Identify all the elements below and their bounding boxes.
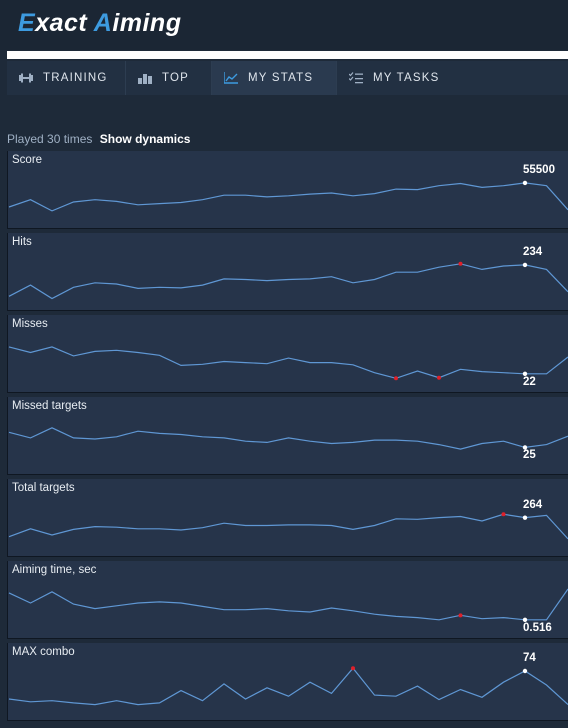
series-line-hits: [8, 263, 568, 300]
highlight-point: [351, 666, 355, 671]
series-line-misses: [8, 346, 568, 379]
chart-hits: [8, 261, 568, 300]
checklist-icon: [349, 72, 363, 84]
chart-panel-hits: Hits 234: [7, 233, 568, 311]
highlight-point: [437, 375, 441, 380]
chart-panel-total-targets: Total targets 264: [7, 479, 568, 557]
current-point: [522, 617, 528, 622]
chart-title-misses: Misses: [12, 318, 48, 330]
app-logo[interactable]: Exact Aiming: [18, 9, 181, 38]
current-value-label: 0.516: [523, 621, 552, 634]
current-value-label: 264: [523, 498, 543, 511]
current-point: [522, 371, 528, 376]
chart-panel-score: Score 55500: [7, 151, 568, 229]
tab-training-label: TRAINING: [43, 72, 108, 84]
highlight-point: [394, 376, 398, 381]
chart-title-missed-targets: Missed targets: [12, 400, 87, 412]
chart-score: [8, 180, 568, 212]
podium-icon: [138, 72, 152, 84]
highlight-point: [458, 613, 463, 618]
header-divider: [7, 51, 568, 59]
tab-my-stats[interactable]: MY STATS: [212, 61, 337, 95]
current-point: [522, 515, 528, 520]
current-point: [522, 668, 528, 674]
current-value-label: 234: [523, 245, 543, 258]
current-value-label: 22: [523, 375, 536, 388]
show-dynamics-link[interactable]: Show dynamics: [99, 132, 191, 146]
tab-training[interactable]: TRAINING: [7, 61, 126, 95]
current-value-label: 25: [523, 449, 536, 462]
chart-total-targets: [8, 512, 568, 540]
tab-my-stats-label: MY STATS: [248, 72, 314, 84]
series-line-aiming-time-sec: [8, 588, 568, 621]
chart-title-max-combo: MAX combo: [12, 646, 75, 658]
current-point: [522, 445, 528, 450]
tab-top-label: TOP: [162, 72, 190, 84]
chart-misses: [8, 346, 568, 381]
chart-title-score: Score: [12, 154, 43, 166]
chart-title-hits: Hits: [12, 236, 32, 248]
current-value-label: 74: [523, 652, 536, 664]
series-line-missed-targets: [8, 427, 568, 450]
series-line-total-targets: [8, 513, 568, 540]
logo-letter-e: E: [18, 9, 36, 37]
chart-panel-missed-targets: Missed targets 25: [7, 397, 568, 475]
app-header: Exact Aiming: [0, 0, 568, 50]
chart-panel-misses: Misses 22: [7, 315, 568, 393]
chart-panel-aiming-time-sec: Aiming time, sec 0.516: [7, 561, 568, 639]
chart-aiming-time-sec: [8, 588, 568, 622]
chart-title-aiming-time-sec: Aiming time, sec: [12, 564, 97, 576]
highlight-point: [458, 261, 463, 266]
series-line-max-combo: [8, 667, 568, 706]
tab-my-tasks-label: MY TASKS: [373, 72, 440, 84]
played-count-text: Played 30 times: [7, 132, 93, 146]
dumbbell-icon: [19, 72, 33, 84]
logo-letter-a: A: [93, 9, 113, 37]
tab-my-tasks[interactable]: MY TASKS: [337, 61, 568, 95]
play-summary: Played 30 times Show dynamics: [7, 132, 190, 146]
current-value-label: 55500: [523, 163, 555, 176]
tab-top[interactable]: TOP: [126, 61, 212, 95]
line-chart-icon: [224, 72, 238, 84]
current-point: [522, 262, 528, 268]
chart-max-combo: [8, 666, 568, 706]
logo-text-iming: iming: [112, 9, 182, 37]
chart-title-total-targets: Total targets: [12, 482, 75, 494]
highlight-point: [501, 512, 506, 517]
main-nav: TRAINING TOP MY STATS MY TASKS: [7, 61, 568, 95]
current-point: [522, 180, 528, 186]
chart-panel-max-combo: MAX combo 74: [7, 643, 568, 721]
series-line-score: [8, 182, 568, 212]
logo-text-xact: xact: [35, 9, 94, 37]
chart-missed-targets: [8, 427, 568, 450]
